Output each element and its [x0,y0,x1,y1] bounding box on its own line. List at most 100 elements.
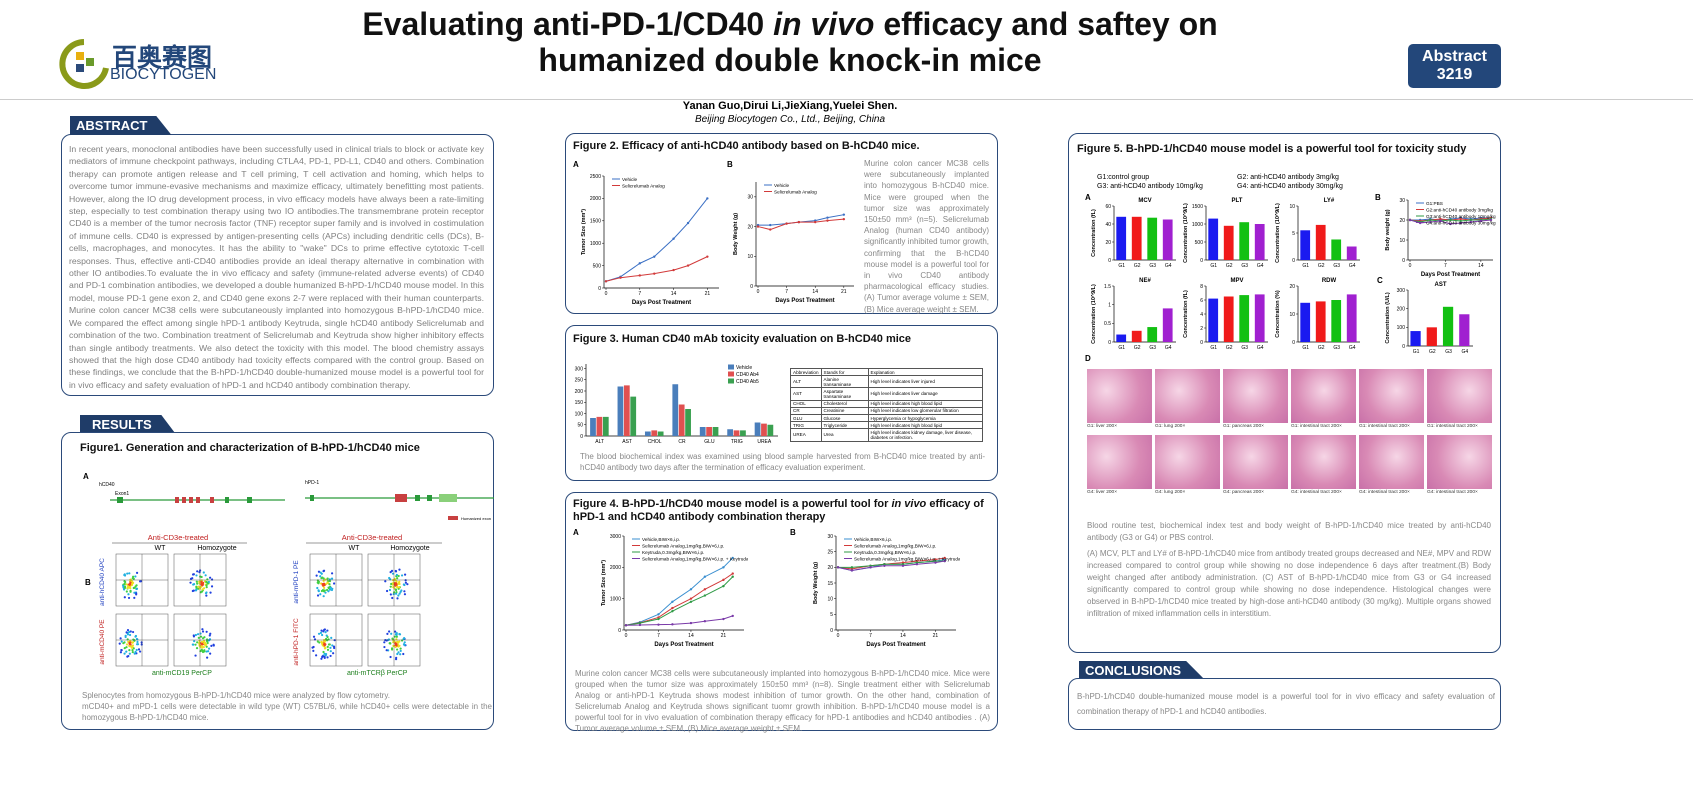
cell-dot [200,580,203,584]
cell-dot [133,639,136,642]
cell-dot [328,579,332,583]
exon-label: Exon1 [115,491,129,497]
y-tick-label: 5 [1292,231,1295,237]
cell-dot [397,574,400,578]
cell-dot [203,650,206,653]
chart: PLT Concentration (10^9/L) 0 500 1000 1500 G1 G… [1183,198,1268,269]
cell-dot [390,569,394,572]
histology-grid: G1: liver 200× G1: lung 200× G1: pancreas … [1087,369,1492,499]
x-tick-label: G4 [1165,345,1172,351]
x-tick-label: G3 [1241,263,1248,269]
bar [740,430,746,436]
legend-label: Selicrelumab Analog [774,189,817,194]
series-line [837,557,945,570]
cell-dot [320,657,323,660]
y-tick-label: 1500 [590,219,601,225]
cell-dot [123,596,126,599]
cell-dot [395,583,398,587]
y-tick-label: 150 [575,400,584,406]
point [1439,219,1442,223]
cell-dot [397,594,400,597]
y-axis-label: Concentration (10^9/L) [1275,203,1281,263]
flow-header: Anti-CD3e-treated [148,533,208,542]
cell-dot [132,577,135,580]
point [731,614,734,618]
x-tick-label: G2 [1429,349,1436,355]
cell-dot [195,574,198,577]
point [842,217,846,221]
y-tick-label: 0 [1292,258,1295,264]
cell-dot [315,654,318,657]
legend-label: Selicrelumab Analog [622,183,665,188]
point [1469,218,1472,222]
x-tick-label: G4 [1349,263,1356,269]
point [1449,222,1452,226]
histology-image [1427,435,1492,489]
legend-swatch [728,371,734,377]
point [722,566,725,569]
fig3-caption: The blood biochemical index was examined… [580,452,985,472]
point [842,213,846,216]
cell-dot [395,573,399,577]
bar [1300,230,1311,260]
cell-dot [125,646,128,649]
y-tick-label: 0 [1292,340,1295,346]
point [671,623,674,626]
point [706,255,709,258]
flow-header: Homozygote [390,545,429,552]
table-cell: Aspartate transaminase [820,387,869,401]
y-tick-label: 0 [830,628,833,634]
y-axis-label: Concentration (%) [1275,290,1281,338]
authors: Yanan Guo,Dirui Li,JieXiang,Yuelei Shen. [682,100,898,112]
y-tick-label: 0 [1402,344,1405,350]
point [1469,220,1472,224]
point [934,561,937,564]
histology-label: G1: intestinal tract 200× [1359,424,1410,429]
cell-dot [133,591,136,594]
bar [1131,330,1142,342]
y-tick-label: 60 [1105,204,1111,210]
y-tick-label: 10 [1289,312,1295,318]
x-tick-label: G3 [1333,345,1340,351]
legend-label: Selicrelumab Analog,1mg/kg,BIW×6,i.p. [642,543,724,548]
chart: Tumor Size (mm³) Days Post Treatment 0 500 1… [580,174,719,306]
title: Evaluating anti-PD-1/CD40 in vivo effica… [360,6,1220,78]
point [1479,219,1483,223]
histology-label: G1: liver 200× [1087,424,1117,429]
x-tick-label: G3 [1241,345,1248,351]
y-tick-label: 15 [827,581,833,587]
cell-dot [118,642,121,645]
cell-dot [388,642,392,645]
cell-dot [130,579,133,582]
cell-dot [122,642,125,645]
table-cell: High level indicates high blood lipid [867,421,984,430]
cell-dot [128,649,131,652]
table-cell: CR [790,406,822,415]
point [657,617,660,621]
histology-label: G1: intestinal tract 200× [1427,424,1478,429]
cell-dot [207,580,210,584]
cell-dot [120,640,123,643]
cell-dot [387,638,391,641]
cell-dot [322,595,325,598]
y-tick-label: 0 [1200,258,1203,264]
panel-label: B [727,160,733,169]
cell-dot [311,646,314,649]
x-tick-label: 0 [1409,263,1412,269]
cell-dot [210,644,213,647]
table-cell: Triglyceride [820,421,869,430]
cell-dot [399,649,402,653]
table-row: GLU Glucose Hyperglycemia or hypoglycemia [790,413,984,423]
cell-dot [201,584,204,587]
bar [712,427,719,436]
table-cell: AST [790,387,822,401]
cell-dot [135,643,139,646]
caption-line: mCD40+ and mPD-1 cells were detectable i… [82,702,492,722]
panel-label: A [1085,193,1091,202]
y-axis-label: Concentration (fL) [1091,209,1097,257]
cell-dot [192,634,195,637]
cell-dot [205,580,208,584]
abstract-badge: Abstract 3219 [1408,44,1501,88]
cell-dot [195,585,198,588]
cell-dot [128,630,131,634]
